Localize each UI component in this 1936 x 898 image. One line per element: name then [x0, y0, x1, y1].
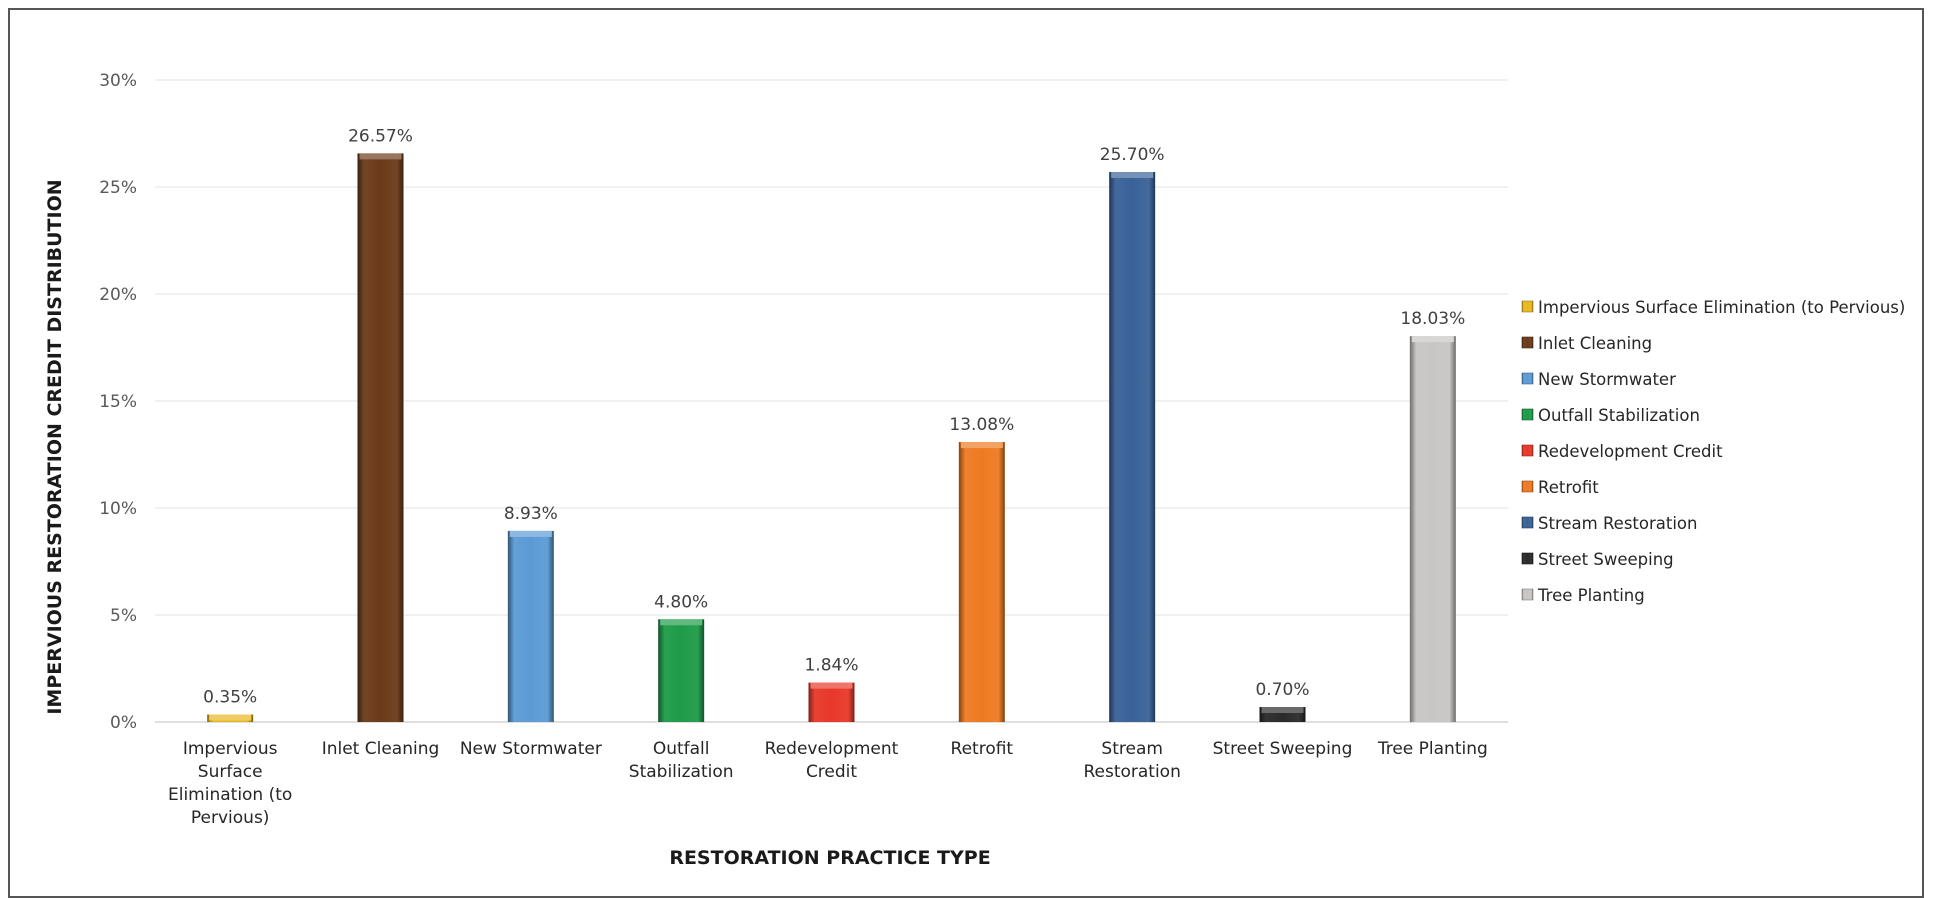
- data-labels: 0.35% 26.57% 8.93% 4.80% 1.84% 13.08% 25.70% 0.…: [203, 126, 1465, 707]
- bar-cap-new-stormwater: [509, 530, 552, 537]
- y-tick-label: 25%: [99, 178, 137, 198]
- y-tick-label: 20%: [99, 285, 137, 305]
- data-label-outfall-stabilization: 4.80%: [654, 592, 708, 612]
- data-label-new-stormwater: 8.93%: [504, 504, 558, 524]
- legend-label-tree-planting: Tree Planting: [1537, 586, 1645, 605]
- x-category-label-tree-planting: Tree Planting: [1377, 739, 1488, 759]
- y-tick-label: 0%: [110, 713, 137, 733]
- legend-label-street-sweeping: Street Sweeping: [1538, 550, 1674, 569]
- bar-retrofit: [958, 442, 1005, 722]
- legend-label-impervious-surface-elimination-to-pervious: Impervious Surface Elimination (to Pervi…: [1538, 298, 1905, 317]
- bar-cap-stream-restoration: [1111, 172, 1154, 179]
- bar-cap-impervious-surface-elimination-to-pervious: [209, 714, 252, 721]
- legend-swatch-street-sweeping: [1521, 552, 1534, 565]
- x-category-label-stream-restoration: Stream Restoration: [1083, 739, 1180, 782]
- legend-label-outfall-stabilization: Outfall Stabilization: [1538, 406, 1700, 425]
- bar-tree-planting: [1409, 336, 1456, 722]
- bar-inlet-cleaning: [357, 153, 404, 723]
- legend-label-retrofit: Retrofit: [1538, 478, 1599, 497]
- x-category-label-redevelopment-credit: Redevelopment Credit: [765, 739, 899, 782]
- y-tick-label: 30%: [99, 71, 137, 91]
- data-label-impervious-surface-elimination-to-pervious: 0.35%: [203, 688, 257, 708]
- legend-swatch-stream-restoration: [1521, 516, 1534, 529]
- bar-cap-redevelopment-credit: [810, 682, 853, 689]
- legend-swatch-redevelopment-credit: [1521, 444, 1534, 457]
- legend-swatch-outfall-stabilization: [1521, 408, 1534, 421]
- bar-cap-retrofit: [960, 442, 1003, 449]
- data-label-retrofit: 13.08%: [949, 415, 1014, 435]
- legend-label-stream-restoration: Stream Restoration: [1538, 514, 1697, 533]
- y-axis-ticks: 0% 5% 10% 15% 20% 25% 30%: [99, 71, 137, 733]
- legend-swatch-tree-planting: [1521, 588, 1534, 601]
- x-category-label-outfall-stabilization: Outfall Stabilization: [629, 739, 734, 782]
- x-category-label-inlet-cleaning: Inlet Cleaning: [322, 739, 440, 759]
- bar-outfall-stabilization: [658, 619, 705, 722]
- y-tick-label: 10%: [99, 499, 137, 519]
- legend-swatch-inlet-cleaning: [1521, 336, 1534, 349]
- legend-label-inlet-cleaning: Inlet Cleaning: [1538, 334, 1652, 353]
- legend-swatch-impervious-surface-elimination-to-pervious: [1521, 300, 1534, 313]
- bar-stream-restoration: [1109, 172, 1156, 722]
- bar-cap-outfall-stabilization: [660, 619, 703, 626]
- legend-label-redevelopment-credit: Redevelopment Credit: [1538, 442, 1723, 461]
- y-tick-label: 15%: [99, 392, 137, 412]
- y-tick-label: 5%: [110, 606, 137, 626]
- bar-redevelopment-credit: [808, 682, 855, 722]
- bars: [207, 153, 1456, 723]
- x-axis-categories: Impervious Surface Elimination (to Pervious…: [168, 739, 1488, 828]
- data-label-redevelopment-credit: 1.84%: [804, 656, 858, 676]
- data-label-street-sweeping: 0.70%: [1255, 680, 1309, 700]
- legend-swatch-retrofit: [1521, 480, 1534, 493]
- y-axis-title: IMPERVIOUS RESTORATION CREDIT DISTRIBUTI…: [44, 179, 66, 714]
- x-category-label-street-sweeping: Street Sweeping: [1213, 739, 1353, 759]
- bar-new-stormwater: [507, 530, 554, 722]
- legend-swatch-new-stormwater: [1521, 372, 1534, 385]
- bar-cap-inlet-cleaning: [359, 153, 402, 160]
- bar-cap-street-sweeping: [1261, 707, 1304, 714]
- legend: Impervious Surface Elimination (to Pervi…: [1521, 298, 1905, 605]
- x-category-label-retrofit: Retrofit: [951, 739, 1014, 759]
- x-category-label-new-stormwater: New Stormwater: [460, 739, 602, 759]
- data-label-stream-restoration: 25.70%: [1100, 145, 1165, 165]
- data-label-inlet-cleaning: 26.57%: [348, 126, 413, 146]
- x-axis-title: RESTORATION PRACTICE TYPE: [669, 847, 990, 869]
- bar-cap-tree-planting: [1411, 336, 1454, 343]
- legend-label-new-stormwater: New Stormwater: [1538, 370, 1676, 389]
- data-label-tree-planting: 18.03%: [1400, 309, 1465, 329]
- x-category-label-impervious-surface-elimination-to-pervious: Impervious Surface Elimination (to Pervious…: [168, 739, 292, 828]
